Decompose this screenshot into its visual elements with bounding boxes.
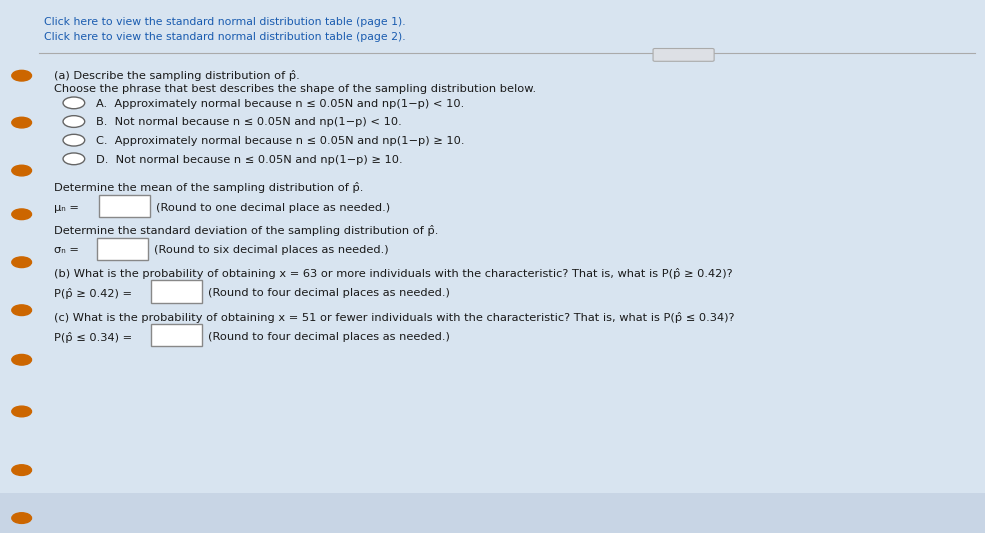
Text: P(p̂ ≤ 0.34) =: P(p̂ ≤ 0.34) = [54,332,132,343]
Text: Click here to view the standard normal distribution table (page 2).: Click here to view the standard normal d… [44,32,406,42]
Text: B.  Not normal because n ≤ 0.05N and np(1−p) < 10.: B. Not normal because n ≤ 0.05N and np(1… [96,117,401,127]
Circle shape [63,116,85,127]
Text: μₙ =: μₙ = [54,203,79,213]
Text: (Round to four decimal places as needed.): (Round to four decimal places as needed.… [208,332,450,342]
Text: (c) What is the probability of obtaining x = 51 or fewer individuals with the ch: (c) What is the probability of obtaining… [54,312,735,323]
Circle shape [12,209,32,220]
Text: (b) What is the probability of obtaining x = 63 or more individuals with the cha: (b) What is the probability of obtaining… [54,268,733,279]
Text: Choose the phrase that best describes the shape of the sampling distribution bel: Choose the phrase that best describes th… [54,84,536,94]
Circle shape [12,70,32,81]
Text: (a) Describe the sampling distribution of p̂.: (a) Describe the sampling distribution o… [54,70,299,82]
Text: Determine the mean of the sampling distribution of p̂.: Determine the mean of the sampling distr… [54,182,363,193]
Text: A.  Approximately normal because n ≤ 0.05N and np(1−p) < 10.: A. Approximately normal because n ≤ 0.05… [96,99,464,109]
FancyBboxPatch shape [653,49,714,61]
Text: D.  Not normal because n ≤ 0.05N and np(1−p) ≥ 10.: D. Not normal because n ≤ 0.05N and np(1… [96,155,402,165]
Text: (Round to four decimal places as needed.): (Round to four decimal places as needed.… [208,288,450,298]
Circle shape [12,406,32,417]
FancyBboxPatch shape [151,324,202,346]
Circle shape [12,354,32,365]
Circle shape [63,134,85,146]
Text: Determine the standard deviation of the sampling distribution of p̂.: Determine the standard deviation of the … [54,225,438,236]
Text: (Round to six decimal places as needed.): (Round to six decimal places as needed.) [154,245,388,255]
FancyBboxPatch shape [97,238,148,260]
Circle shape [63,153,85,165]
Circle shape [12,257,32,268]
FancyBboxPatch shape [0,493,985,533]
Circle shape [12,305,32,316]
Text: Click here to view the standard normal distribution table (page 1).: Click here to view the standard normal d… [44,17,406,27]
Text: P(p̂ ≥ 0.42) =: P(p̂ ≥ 0.42) = [54,288,132,299]
Circle shape [12,165,32,176]
Text: C.  Approximately normal because n ≤ 0.05N and np(1−p) ≥ 10.: C. Approximately normal because n ≤ 0.05… [96,136,464,146]
Circle shape [12,513,32,523]
FancyBboxPatch shape [151,280,202,303]
Circle shape [12,465,32,475]
FancyBboxPatch shape [98,195,150,217]
Text: σₙ =: σₙ = [54,245,79,255]
Text: (Round to one decimal place as needed.): (Round to one decimal place as needed.) [156,203,390,213]
Circle shape [63,97,85,109]
Circle shape [12,117,32,128]
